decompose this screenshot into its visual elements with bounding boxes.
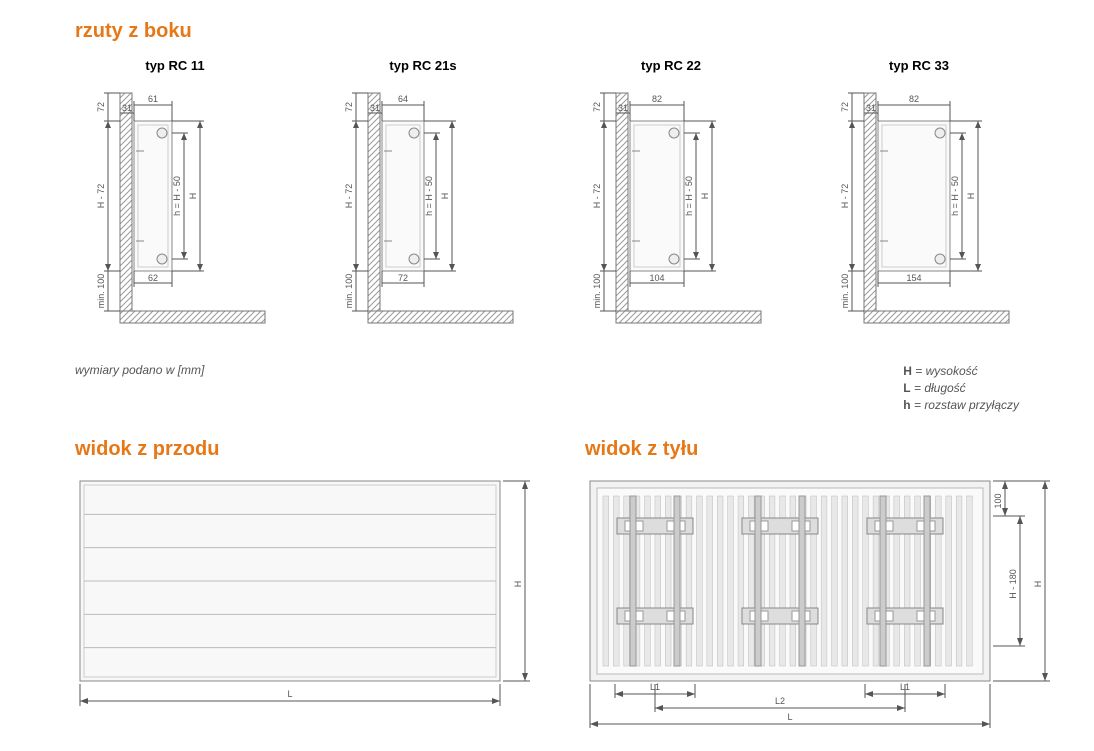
svg-text:L: L: [787, 712, 792, 722]
svg-text:L2: L2: [775, 696, 785, 706]
svg-text:H: H: [188, 193, 198, 200]
side-diagram: 64 31 72 H - 72 min. 100 72: [323, 83, 523, 353]
type-label: typ RC 22: [571, 58, 771, 73]
side-view-0: typ RC 11 61 31: [75, 58, 275, 353]
side-diagram: 82 31 72 H - 72 min. 100 154: [819, 83, 1019, 353]
front-diagram: L H: [75, 476, 545, 726]
legend-h: h = rozstaw przyłączy: [903, 397, 1019, 414]
svg-text:72: 72: [840, 102, 850, 112]
svg-text:h = H - 50: h = H - 50: [684, 176, 694, 216]
front-view: widok z przodu L H: [75, 438, 545, 736]
svg-text:72: 72: [592, 102, 602, 112]
notes-row: wymiary podano w [mm] H = wysokość L = d…: [75, 363, 1019, 413]
back-view: widok z tyłu: [585, 438, 1075, 736]
svg-text:min. 100: min. 100: [344, 274, 354, 309]
type-label: typ RC 21s: [323, 58, 523, 73]
svg-text:64: 64: [398, 94, 408, 104]
svg-text:min. 100: min. 100: [96, 274, 106, 309]
svg-text:L: L: [287, 689, 292, 699]
svg-text:H - 72: H - 72: [840, 184, 850, 209]
svg-text:L1: L1: [650, 682, 660, 692]
type-label: typ RC 33: [819, 58, 1019, 73]
svg-text:82: 82: [652, 94, 662, 104]
svg-text:min. 100: min. 100: [592, 274, 602, 309]
side-views-row: typ RC 11 61 31: [75, 58, 1019, 353]
units-note: wymiary podano w [mm]: [75, 363, 204, 413]
back-diagram: L L2 L1 L1: [585, 476, 1075, 736]
type-label: typ RC 11: [75, 58, 275, 73]
svg-text:31: 31: [370, 103, 380, 113]
svg-text:H: H: [440, 193, 450, 200]
svg-text:H - 72: H - 72: [344, 184, 354, 209]
side-diagram: 82 31 72 H - 72 min. 100 104: [571, 83, 771, 353]
svg-text:H - 180: H - 180: [1008, 570, 1018, 600]
side-view-2: typ RC 22 82 31: [571, 58, 771, 353]
svg-text:72: 72: [96, 102, 106, 112]
section-title-side: rzuty z boku: [75, 20, 1019, 43]
svg-text:72: 72: [344, 102, 354, 112]
svg-text:H: H: [513, 581, 523, 588]
svg-text:min. 100: min. 100: [840, 274, 850, 309]
svg-text:61: 61: [148, 94, 158, 104]
section-title-back: widok z tyłu: [585, 438, 1075, 461]
svg-text:82: 82: [909, 94, 919, 104]
legend-H: H = wysokość: [903, 363, 1019, 380]
svg-text:h = H - 50: h = H - 50: [950, 176, 960, 216]
svg-text:h = H - 50: h = H - 50: [424, 176, 434, 216]
svg-text:L1: L1: [900, 682, 910, 692]
side-view-3: typ RC 33 82 31: [819, 58, 1019, 353]
svg-text:H - 72: H - 72: [96, 184, 106, 209]
section-title-front: widok z przodu: [75, 438, 545, 461]
svg-text:H: H: [1033, 581, 1043, 588]
svg-text:H: H: [966, 193, 976, 200]
side-view-1: typ RC 21s 64 31: [323, 58, 523, 353]
svg-text:72: 72: [398, 273, 408, 283]
legend: H = wysokość L = długość h = rozstaw prz…: [903, 363, 1019, 413]
svg-text:H: H: [700, 193, 710, 200]
svg-text:h = H - 50: h = H - 50: [172, 176, 182, 216]
svg-text:104: 104: [649, 273, 664, 283]
svg-text:154: 154: [906, 273, 921, 283]
bottom-section: widok z przodu L H widok z tyłu: [75, 438, 1019, 736]
svg-text:31: 31: [866, 103, 876, 113]
svg-text:31: 31: [122, 103, 132, 113]
svg-text:100: 100: [993, 494, 1003, 509]
svg-text:H - 72: H - 72: [592, 184, 602, 209]
svg-text:31: 31: [618, 103, 628, 113]
side-diagram: 61 31 72 H - 72 min. 100 62: [75, 83, 275, 353]
legend-L: L = długość: [903, 380, 1019, 397]
svg-text:62: 62: [148, 273, 158, 283]
